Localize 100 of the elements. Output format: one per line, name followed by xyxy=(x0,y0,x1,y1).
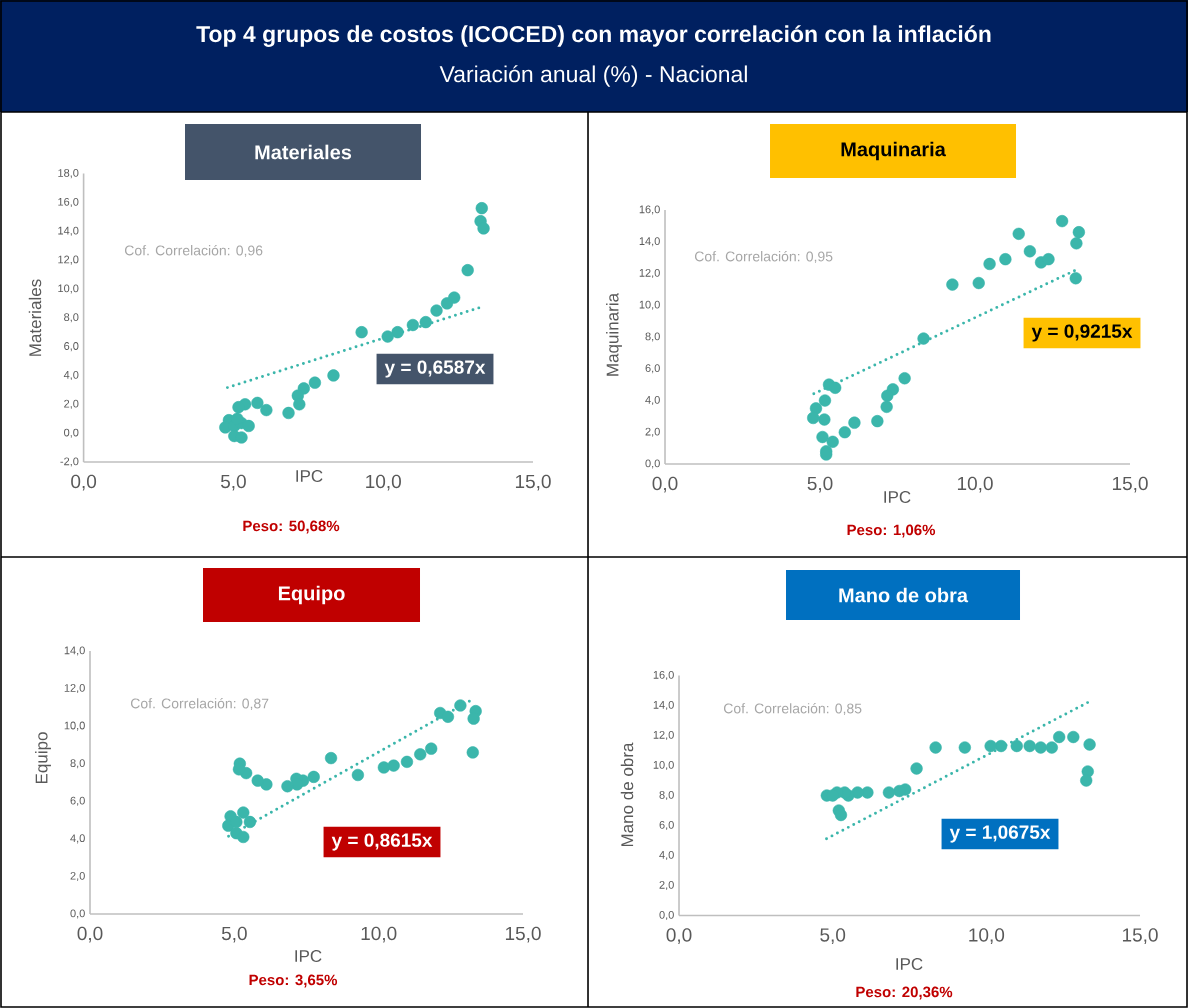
y-tick-label: 2,0 xyxy=(645,427,660,437)
point xyxy=(282,406,295,420)
text: Peso: 3,65% xyxy=(249,974,338,988)
point xyxy=(230,815,243,829)
point xyxy=(308,376,322,389)
y-tick-label: 12,0 xyxy=(653,730,674,741)
x-axis-title: IPC xyxy=(296,469,323,483)
point xyxy=(307,770,320,784)
x-tick-label: 10,0 xyxy=(969,928,1005,944)
point xyxy=(387,759,400,772)
point xyxy=(829,381,842,394)
point xyxy=(818,394,832,407)
x-tick-label: 5,0 xyxy=(220,474,246,491)
point xyxy=(999,253,1012,266)
point xyxy=(466,746,479,759)
chart-title: Maquinaria xyxy=(841,141,946,161)
x-tick-label: 15,0 xyxy=(1122,928,1158,944)
annotation: Cof. Correlación: 0,96 xyxy=(124,244,263,258)
point xyxy=(477,222,490,235)
point xyxy=(1010,739,1023,753)
point xyxy=(381,330,394,343)
point xyxy=(818,413,831,426)
point xyxy=(893,784,906,798)
point xyxy=(848,416,861,429)
y-tick-label: 4,0 xyxy=(70,834,85,844)
y-tick-label: 16,0 xyxy=(58,197,79,207)
y-tick-label: 2,0 xyxy=(64,399,79,409)
point xyxy=(400,755,414,768)
y-tick-label: 8,0 xyxy=(64,313,79,323)
y-tick-label: 10,0 xyxy=(639,300,660,310)
y-tick-label: 6,0 xyxy=(64,342,79,352)
point xyxy=(414,748,427,761)
point xyxy=(461,264,474,277)
point xyxy=(425,742,438,755)
y-tick-label: 14,0 xyxy=(639,237,660,247)
point xyxy=(871,415,884,428)
y-tick-label: 4,0 xyxy=(63,370,79,381)
y-tick-label: 16,0 xyxy=(639,205,660,215)
y-axis-title: Mano de obra xyxy=(620,742,634,847)
point xyxy=(809,402,823,415)
y-tick-label: 6,0 xyxy=(70,796,85,806)
y-tick-label: 0,0 xyxy=(70,909,85,919)
annotation: Cof. Correlación: 0,85 xyxy=(723,702,862,716)
annotation: y = 0,6587x xyxy=(384,360,486,378)
y-tick-label: 6,0 xyxy=(659,820,674,831)
point xyxy=(467,712,480,725)
point xyxy=(232,401,245,414)
text: Peso: 20,36% xyxy=(856,986,953,1000)
text: Top 4 grupos de costos (ICOCED) con mayor correlación con la inflación xyxy=(196,25,991,47)
text: Peso: 50,68% xyxy=(243,520,340,534)
point xyxy=(807,411,820,425)
y-axis-title: Equipo xyxy=(35,732,51,784)
point xyxy=(929,741,942,754)
point xyxy=(1072,226,1085,239)
point xyxy=(1034,741,1047,754)
y-tick-label: 0,0 xyxy=(645,459,660,469)
point xyxy=(441,710,455,723)
y-tick-label: 18,0 xyxy=(58,169,79,179)
x-axis-title: IPC xyxy=(295,949,322,963)
point xyxy=(475,202,488,215)
point xyxy=(917,332,930,345)
point xyxy=(1083,738,1096,751)
point xyxy=(242,419,255,433)
point xyxy=(946,278,959,291)
y-tick-label: 6,0 xyxy=(645,364,660,374)
point xyxy=(440,297,454,310)
x-tick-label: 10,0 xyxy=(366,474,401,491)
point xyxy=(232,763,246,776)
point xyxy=(1053,730,1066,744)
point xyxy=(1045,741,1058,754)
y-tick-label: 14,0 xyxy=(58,226,79,236)
point xyxy=(406,318,419,332)
y-tick-label: 12,0 xyxy=(639,268,660,279)
x-tick-label: 5,0 xyxy=(221,926,247,943)
y-tick-label: 10,0 xyxy=(653,760,674,771)
point xyxy=(430,304,443,317)
point xyxy=(816,430,829,444)
point xyxy=(1080,774,1093,787)
point xyxy=(355,326,368,339)
annotation: Cof. Correlación: 0,95 xyxy=(694,250,833,264)
point xyxy=(1070,237,1083,250)
point xyxy=(984,739,997,753)
point xyxy=(882,786,896,799)
y-tick-label: 8,0 xyxy=(70,759,85,769)
point xyxy=(880,400,893,413)
point xyxy=(838,426,851,439)
point xyxy=(972,276,985,290)
chart-title: Equipo xyxy=(278,585,345,605)
x-tick-label: 10,0 xyxy=(361,926,397,943)
x-axis-title: IPC xyxy=(884,490,911,504)
point xyxy=(351,768,365,782)
point xyxy=(1042,253,1055,266)
point xyxy=(243,815,257,829)
y-axis-title: Materiales xyxy=(28,279,42,356)
point xyxy=(958,741,971,754)
point xyxy=(281,780,294,793)
point xyxy=(983,257,996,271)
point xyxy=(1067,730,1080,744)
point xyxy=(1055,214,1069,228)
point xyxy=(898,372,911,385)
